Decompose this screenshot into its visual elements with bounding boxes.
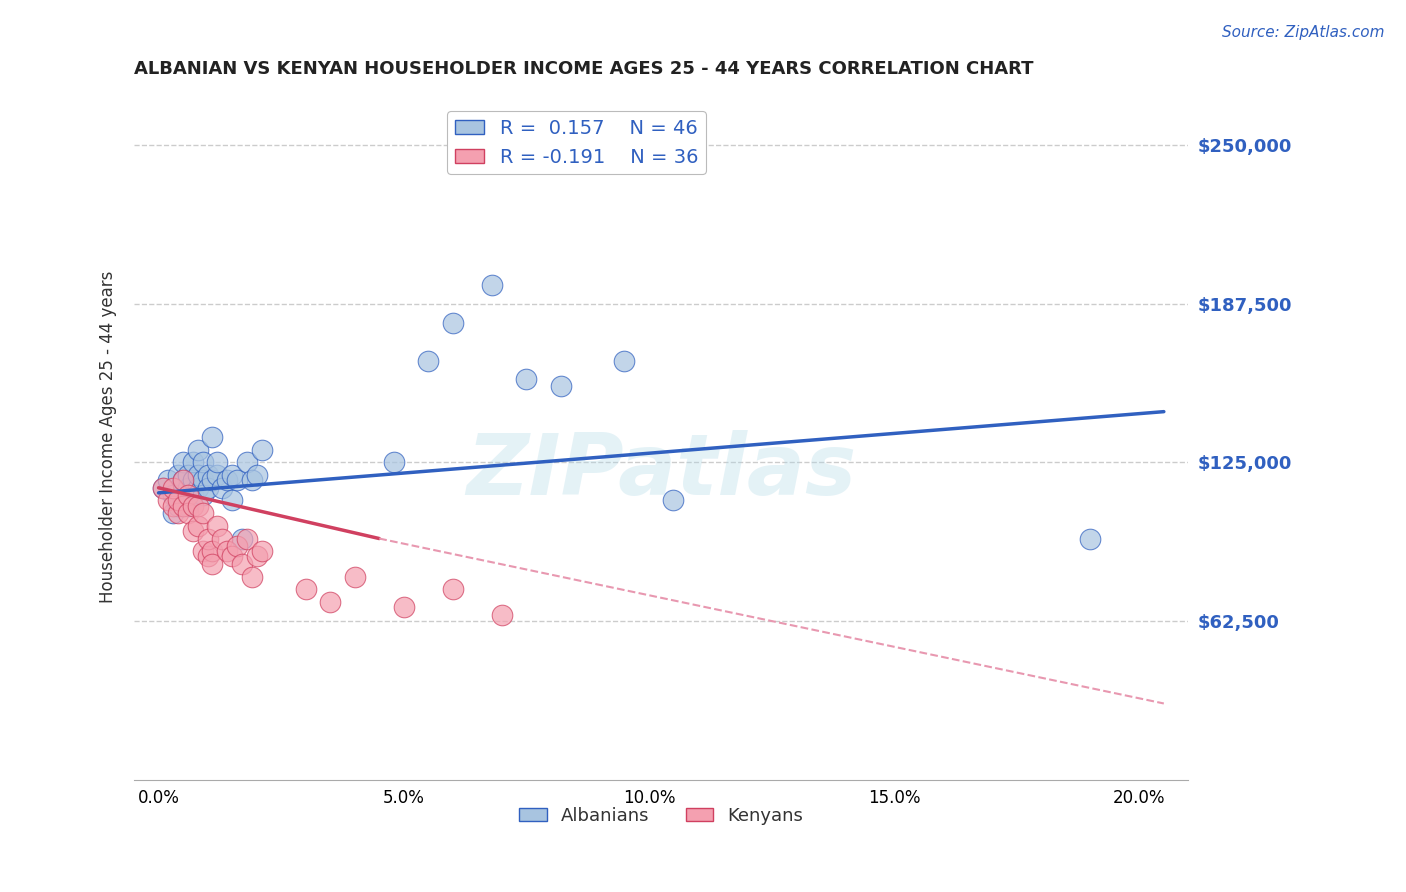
Point [226,539,249,553]
Point [197,468,219,483]
Point [162,488,184,502]
Point [191,544,214,558]
Point [167,468,190,483]
Point [152,481,174,495]
Point [319,595,342,609]
Point [217,473,239,487]
Point [201,544,224,558]
Point [236,455,259,469]
Point [167,499,190,513]
Point [177,499,200,513]
Point [177,506,200,520]
Point [236,532,259,546]
Text: ALBANIAN VS KENYAN HOUSEHOLDER INCOME AGES 25 - 44 YEARS CORRELATION CHART: ALBANIAN VS KENYAN HOUSEHOLDER INCOME AG… [134,60,1033,78]
Point [172,499,194,513]
Point [197,532,219,546]
Text: ZIPatlas: ZIPatlas [465,430,856,513]
Point [157,473,180,487]
Point [240,569,263,583]
Point [187,499,209,513]
Point [250,442,273,457]
Point [382,455,405,469]
Point [392,600,415,615]
Point [177,468,200,483]
Point [191,506,214,520]
Point [181,488,204,502]
Point [221,493,243,508]
Point [181,524,204,538]
Point [207,455,229,469]
Point [167,506,190,520]
Point [167,493,190,508]
Point [550,379,572,393]
Point [187,481,209,495]
Point [207,519,229,533]
Point [250,544,273,558]
Point [231,532,253,546]
Point [191,455,214,469]
Point [613,354,636,368]
Point [152,481,174,495]
Point [172,473,194,487]
Point [491,607,513,622]
Point [441,582,464,597]
Point [211,532,233,546]
Point [172,455,194,469]
Point [197,481,219,495]
Point [201,473,224,487]
Legend: Albanians, Kenyans: Albanians, Kenyans [512,800,810,832]
Point [157,493,180,508]
Point [177,481,200,495]
Point [197,549,219,564]
Point [191,473,214,487]
Point [181,499,204,513]
Point [211,481,233,495]
Point [240,473,263,487]
Point [343,569,366,583]
Point [418,354,440,368]
Point [172,493,194,508]
Point [217,544,239,558]
Point [207,468,229,483]
Point [481,277,503,292]
Point [177,488,200,502]
Text: Source: ZipAtlas.com: Source: ZipAtlas.com [1222,25,1385,40]
Point [221,468,243,483]
Point [515,372,537,386]
Y-axis label: Householder Income Ages 25 - 44 years: Householder Income Ages 25 - 44 years [100,271,117,603]
Point [662,493,685,508]
Point [201,557,224,571]
Point [187,519,209,533]
Point [191,488,214,502]
Point [181,455,204,469]
Point [162,506,184,520]
Point [221,549,243,564]
Point [231,557,253,571]
Point [172,473,194,487]
Point [246,468,269,483]
Point [187,468,209,483]
Point [187,442,209,457]
Point [162,481,184,495]
Point [246,549,269,564]
Point [441,316,464,330]
Point [181,473,204,487]
Point [162,499,184,513]
Point [294,582,316,597]
Point [226,473,249,487]
Point [201,430,224,444]
Point [1078,532,1101,546]
